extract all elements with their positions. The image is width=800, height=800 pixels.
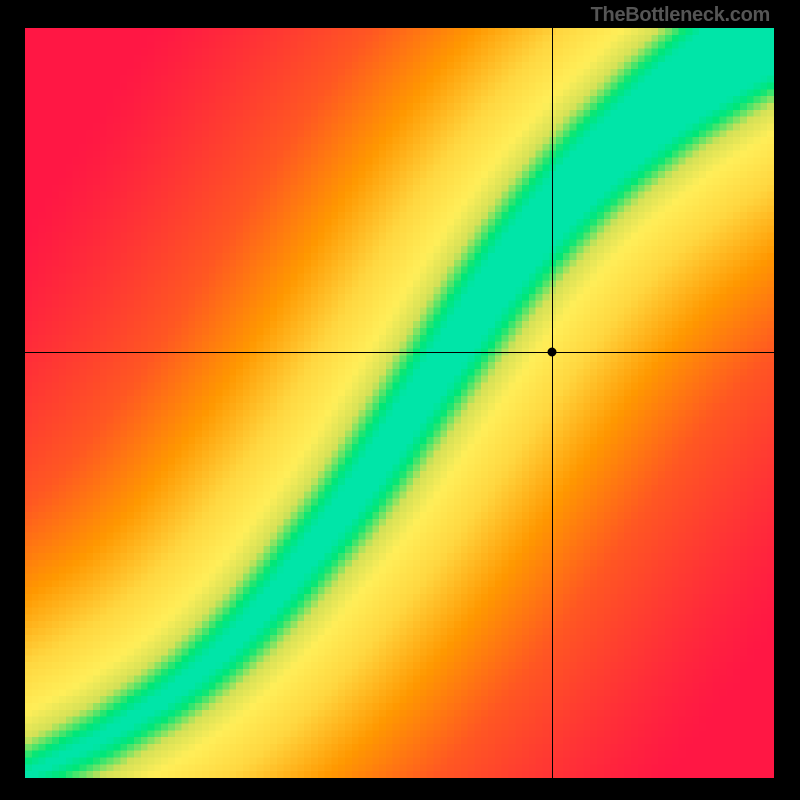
- chart-container: TheBottleneck.com: [0, 0, 800, 800]
- heatmap-canvas: [25, 28, 774, 778]
- watermark-text: TheBottleneck.com: [591, 4, 770, 27]
- crosshair-horizontal: [25, 352, 774, 353]
- crosshair-vertical: [552, 28, 553, 778]
- crosshair-marker: [547, 347, 556, 356]
